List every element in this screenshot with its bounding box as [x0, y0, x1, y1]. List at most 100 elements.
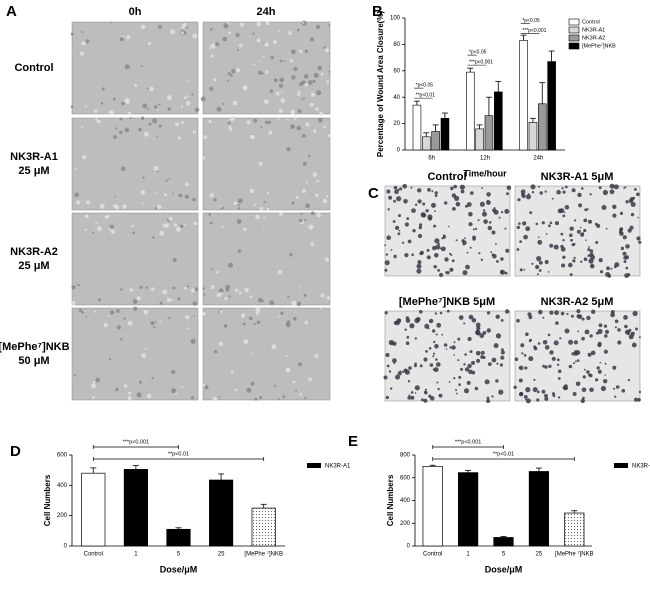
cell: [263, 42, 265, 44]
cell: [119, 130, 123, 134]
cell: [552, 392, 555, 396]
cell: [182, 23, 187, 28]
cell: [295, 389, 298, 392]
cell: [496, 260, 499, 263]
cell: [168, 316, 171, 320]
cell: [228, 31, 231, 35]
cell: [243, 227, 247, 231]
cell: [624, 324, 628, 329]
cell: [405, 341, 410, 346]
cell: [493, 343, 499, 349]
cell: [572, 259, 576, 263]
cell: [203, 135, 208, 140]
x-tick-label: [MePhe ⁷]NKB: [244, 551, 283, 558]
cell: [209, 221, 213, 225]
cell: [471, 318, 477, 323]
cell: [384, 311, 388, 315]
cell: [154, 321, 157, 323]
cell: [76, 200, 81, 205]
cell: [469, 246, 472, 249]
cell: [183, 286, 187, 290]
cell: [387, 208, 390, 211]
annotation: ***p<0.001: [469, 59, 493, 65]
cell: [214, 350, 218, 354]
cell: [156, 170, 159, 173]
cell: [120, 338, 123, 341]
cell: [604, 334, 608, 338]
cell: [425, 209, 429, 213]
cell: [580, 398, 585, 404]
cell: [304, 396, 307, 399]
cell: [303, 74, 309, 79]
cell: [81, 41, 86, 46]
cell: [95, 222, 98, 225]
cell: [634, 188, 637, 191]
cell: [166, 297, 172, 303]
cell: [299, 49, 303, 53]
cell: [630, 331, 635, 336]
cell: [513, 385, 517, 389]
cell: [320, 307, 323, 310]
bar: [422, 136, 431, 151]
annotation: *p<0.05: [522, 18, 540, 24]
cell: [478, 252, 481, 255]
cell: [450, 186, 454, 191]
cell: [385, 352, 390, 358]
cell: [388, 370, 392, 373]
cell: [208, 120, 212, 124]
cell: [145, 286, 148, 289]
cell: [521, 352, 524, 355]
cell: [384, 268, 388, 272]
cell: [225, 284, 231, 290]
cell: [258, 161, 263, 166]
micrograph: [384, 310, 511, 402]
cell: [431, 202, 436, 208]
cell: [495, 314, 500, 319]
cell: [434, 238, 440, 244]
bar: [493, 537, 514, 547]
cell: [279, 212, 283, 217]
y-tick-label: 100: [390, 16, 401, 22]
cell: [632, 310, 638, 317]
cell: [257, 40, 260, 43]
cell: [298, 218, 303, 223]
cell: [591, 309, 596, 314]
cell: [392, 358, 397, 363]
cell: [584, 368, 586, 371]
cell: [479, 201, 485, 207]
cell: [168, 216, 173, 221]
cell: [258, 60, 261, 63]
cell: [271, 344, 277, 349]
cell: [529, 211, 533, 215]
cell: [192, 301, 198, 306]
cell: [93, 380, 96, 384]
cell: [589, 263, 595, 269]
cell: [91, 383, 96, 389]
cell: [563, 211, 566, 214]
cell: [538, 260, 543, 265]
cell: [237, 204, 240, 207]
cell: [224, 297, 228, 301]
micrograph: [71, 21, 199, 115]
cell: [441, 333, 444, 336]
bar: [528, 121, 538, 151]
cell: [518, 365, 524, 371]
bar: [538, 103, 547, 151]
cell: [98, 298, 102, 302]
annotation: ***p<0.001: [455, 439, 481, 445]
cell: [279, 83, 283, 88]
cell: [179, 224, 184, 229]
cell: [299, 286, 302, 289]
cell: [605, 227, 608, 230]
cell: [138, 126, 140, 129]
y-tick-label: 800: [400, 453, 411, 459]
cell: [320, 72, 324, 76]
cell: [628, 198, 634, 204]
cell: [520, 343, 525, 348]
cell: [516, 225, 520, 230]
cell: [111, 230, 115, 235]
cell: [542, 340, 548, 345]
cell: [518, 392, 524, 397]
cell: [425, 350, 428, 353]
